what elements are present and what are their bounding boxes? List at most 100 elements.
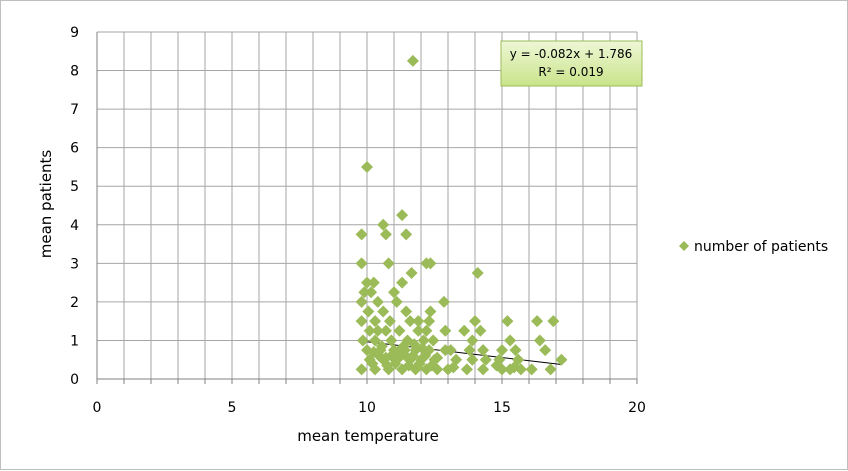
data-point (471, 266, 484, 279)
data-point (406, 54, 419, 67)
data-point (508, 361, 521, 374)
data-point (396, 209, 409, 222)
data-point (400, 305, 413, 318)
data-point (369, 334, 382, 347)
data-point (389, 357, 402, 370)
legend-marker-diamond-icon (679, 241, 689, 251)
data-point (437, 295, 450, 308)
data-point (371, 324, 384, 337)
x-tick-label: 20 (628, 400, 646, 416)
y-tick-label: 5 (70, 179, 79, 195)
data-point (369, 315, 382, 328)
legend: number of patients (679, 239, 828, 255)
data-point (531, 315, 544, 328)
data-point (377, 305, 390, 318)
data-point (501, 315, 514, 328)
data-point (383, 315, 396, 328)
data-point (355, 363, 368, 376)
data-point (466, 353, 479, 366)
data-point (410, 361, 423, 374)
trendline-equation-box: y = -0.082x + 1.786 R² = 0.019 (500, 40, 643, 87)
data-point (361, 276, 373, 289)
data-point (367, 346, 380, 359)
data-point (490, 359, 503, 372)
y-axis-title: mean patients (37, 150, 55, 259)
data-point (358, 286, 371, 299)
data-point (388, 286, 400, 299)
data-point (379, 228, 392, 241)
data-points (355, 54, 568, 376)
data-point (382, 257, 395, 270)
data-point (385, 334, 398, 347)
data-point (427, 334, 440, 347)
data-point (379, 351, 392, 364)
data-point (356, 334, 369, 347)
data-point (366, 357, 379, 370)
data-point (444, 344, 457, 357)
data-point (539, 344, 552, 357)
data-point (371, 295, 384, 308)
data-point (377, 218, 390, 231)
data-point (365, 286, 378, 299)
x-tick-label: 15 (493, 400, 511, 416)
data-point (509, 344, 522, 357)
data-point (390, 295, 403, 308)
data-point (401, 351, 414, 364)
y-tick-label: 1 (70, 333, 79, 349)
data-point (379, 324, 392, 337)
data-point (496, 344, 508, 357)
data-point (363, 324, 376, 337)
x-tick-label: 0 (93, 400, 102, 416)
data-point (439, 324, 452, 337)
data-point (533, 334, 546, 347)
data-point (431, 351, 444, 364)
data-point (504, 334, 517, 347)
data-point (425, 359, 438, 372)
data-point (463, 344, 476, 357)
data-point (392, 346, 405, 359)
y-tick-label: 0 (70, 372, 79, 388)
data-point (469, 315, 481, 328)
data-point (355, 315, 368, 328)
x-tick-label: 5 (228, 400, 237, 416)
data-point (412, 324, 425, 337)
data-point (447, 361, 460, 374)
data-point (525, 363, 538, 376)
x-tick-label: 10 (358, 400, 376, 416)
data-point (477, 344, 490, 357)
y-tick-label: 9 (70, 25, 79, 41)
data-point (423, 315, 436, 328)
y-tick-label: 2 (70, 295, 79, 311)
legend-label: number of patients (694, 239, 828, 255)
legend-diamond (679, 241, 689, 251)
data-point (400, 228, 413, 241)
y-tick-label: 6 (70, 141, 79, 157)
data-point (404, 315, 417, 328)
y-tick-label: 8 (70, 64, 79, 80)
data-point (416, 342, 429, 355)
data-point (396, 276, 409, 289)
data-point (367, 276, 380, 289)
data-point (458, 324, 471, 337)
data-point (412, 315, 425, 328)
data-point (417, 334, 430, 347)
data-point (474, 324, 487, 337)
data-point (477, 363, 490, 376)
data-point (466, 334, 479, 347)
y-tick-label: 4 (70, 218, 79, 234)
data-point (479, 353, 492, 366)
data-point (402, 359, 415, 372)
data-point (424, 257, 437, 270)
data-point (361, 160, 373, 173)
data-point (362, 305, 375, 318)
data-point (381, 359, 394, 372)
data-point (393, 324, 406, 337)
data-point (355, 228, 368, 241)
data-point (424, 305, 437, 318)
data-point (544, 363, 557, 376)
data-point (375, 340, 388, 353)
y-tick-label: 7 (70, 102, 79, 118)
data-point (405, 266, 418, 279)
